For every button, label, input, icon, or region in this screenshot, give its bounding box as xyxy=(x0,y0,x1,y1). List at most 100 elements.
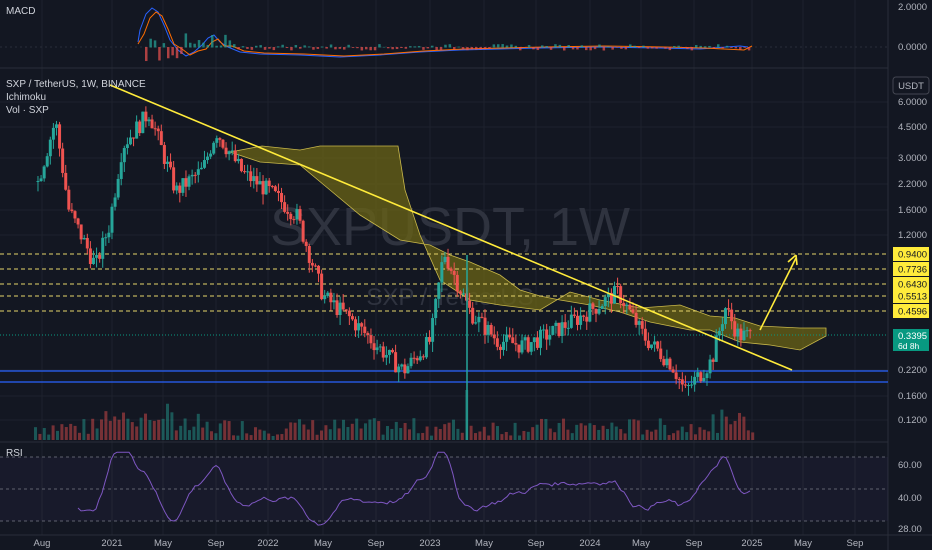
candle-body xyxy=(542,329,546,331)
candle-body xyxy=(273,186,277,192)
price-tick: 0.1200 xyxy=(898,415,927,426)
candle-body xyxy=(659,348,663,360)
candle-body xyxy=(233,150,237,162)
macd-histogram-bar xyxy=(558,44,562,48)
macd-histogram-bar xyxy=(158,47,161,61)
candle-body xyxy=(289,213,293,220)
candle-body xyxy=(446,256,450,269)
candle-body xyxy=(107,232,111,238)
currency-button[interactable] xyxy=(892,76,930,95)
indicator-ichimoku[interactable]: Ichimoku xyxy=(6,92,46,103)
macd-histogram-bar xyxy=(250,47,254,50)
indicator-volume[interactable]: Vol · SXP xyxy=(6,105,49,116)
descending-trendline[interactable] xyxy=(109,84,793,371)
macd-histogram-bar xyxy=(343,47,346,50)
level-badge-label: 0.5513 xyxy=(898,292,927,303)
candle-body xyxy=(572,314,576,316)
candle-body xyxy=(489,324,493,335)
volume-bar xyxy=(447,422,451,440)
candle-body xyxy=(690,384,694,386)
macd-histogram-bar xyxy=(466,47,469,51)
macd-tick: 0.0000 xyxy=(898,42,927,53)
candle-body xyxy=(350,316,354,320)
candle-body xyxy=(394,352,398,373)
candle-body xyxy=(520,340,524,353)
candle-body xyxy=(400,364,404,367)
volume-bar xyxy=(663,424,667,440)
candle-body xyxy=(412,357,416,359)
volume-bar xyxy=(553,432,557,440)
macd-histogram-bar xyxy=(712,47,716,49)
candle-body xyxy=(292,219,296,221)
time-tick: May xyxy=(475,538,493,549)
macd-histogram-bar xyxy=(224,34,227,48)
macd-histogram-bar xyxy=(642,45,645,48)
candle-body xyxy=(622,303,626,307)
candle-body xyxy=(480,316,484,318)
macd-histogram-bar xyxy=(743,47,746,48)
macd-histogram-bar xyxy=(554,44,557,48)
level-badge-label: 0.6430 xyxy=(898,280,927,291)
volume-bar xyxy=(711,414,715,440)
candle-body xyxy=(227,151,231,155)
volume-bar xyxy=(394,421,398,440)
volume-bar xyxy=(738,412,741,440)
volume-bar xyxy=(126,418,130,440)
candle-body xyxy=(616,286,620,288)
macd-histogram-bar xyxy=(620,47,623,49)
macd-histogram-bar xyxy=(281,44,284,48)
volume-bar xyxy=(117,419,121,440)
candle-body xyxy=(67,189,71,210)
volume-bar xyxy=(104,411,108,440)
macd-histogram-bar xyxy=(409,46,412,48)
macd-histogram-bar xyxy=(426,47,430,49)
macd-histogram-bar xyxy=(184,33,188,48)
volume-bar xyxy=(368,419,372,440)
price-tick: 2.2000 xyxy=(898,179,927,190)
macd-pane[interactable] xyxy=(0,7,888,62)
candle-body xyxy=(323,295,327,300)
volume-bar xyxy=(469,425,473,440)
time-tick: Sep xyxy=(686,538,703,549)
macd-histogram-bar xyxy=(334,47,337,50)
candle-body xyxy=(597,309,601,314)
candle-body xyxy=(165,161,169,164)
volume-bar xyxy=(399,428,403,440)
price-tick: 1.2000 xyxy=(898,230,927,241)
volume-bar xyxy=(654,429,658,440)
macd-histogram-bar xyxy=(453,47,456,50)
candle-body xyxy=(276,191,280,193)
candlesticks[interactable] xyxy=(36,106,752,440)
horizontal-levels[interactable] xyxy=(0,253,888,383)
candle-body xyxy=(236,158,240,162)
rsi-pane[interactable] xyxy=(0,451,888,526)
candle-body xyxy=(634,312,638,325)
volume-bar xyxy=(42,428,46,440)
candle-body xyxy=(742,330,746,341)
volume-bar xyxy=(623,433,627,440)
volume-bar xyxy=(535,424,539,440)
time-tick: May xyxy=(314,538,332,549)
volume-bar xyxy=(188,430,191,440)
volume-bar xyxy=(667,435,671,440)
macd-histogram-bar xyxy=(651,47,654,49)
candle-body xyxy=(418,356,422,361)
candle-body xyxy=(468,300,472,308)
macd-histogram-bar xyxy=(567,44,570,48)
candle-body xyxy=(116,178,120,198)
macd-histogram-bar xyxy=(615,47,619,48)
macd-histogram-bar xyxy=(378,44,381,48)
macd-histogram-bar xyxy=(677,45,680,48)
candle-body xyxy=(187,176,191,187)
symbol-line[interactable]: SXP / TetherUS, 1W, BINANCE xyxy=(6,79,146,90)
volume-bar xyxy=(328,429,332,440)
volume-bar xyxy=(548,428,552,440)
candle-body xyxy=(384,354,388,358)
projection-arrow[interactable] xyxy=(759,254,798,331)
rsi-title: RSI xyxy=(6,448,23,459)
candle-body xyxy=(391,349,395,353)
price-axis[interactable]: 6.0000 4.5000 3.0000 2.2000 1.6000 1.200… xyxy=(898,97,927,426)
candle-body xyxy=(332,300,336,303)
time-axis[interactable]: Aug 2021 May Sep 2022 May Sep 2023 May Sep 2024 May… xyxy=(34,538,864,549)
